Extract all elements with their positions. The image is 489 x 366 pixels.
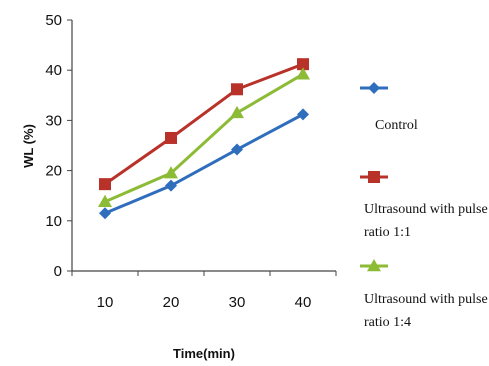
legend-swatch-marker xyxy=(368,82,380,94)
series-line xyxy=(104,72,304,204)
series-line xyxy=(104,113,304,215)
y-tick-label: 0 xyxy=(54,263,62,280)
y-tick-label: 10 xyxy=(45,213,62,230)
data-point xyxy=(297,108,309,121)
legend-item: Ultrasound with pulse ratio 1:4 xyxy=(360,259,488,330)
data-point xyxy=(99,178,111,191)
series-1 xyxy=(99,108,309,220)
x-tick-label: 40 xyxy=(295,294,312,311)
y-tick-label: 30 xyxy=(45,112,62,129)
data-point xyxy=(98,194,112,207)
y-tick-label: 20 xyxy=(45,163,62,180)
legend-label: ratio 1:1 xyxy=(364,225,411,240)
series-line xyxy=(104,62,304,186)
y-axis-title: WL (%) xyxy=(21,124,36,168)
y-tick-label: 50 xyxy=(45,12,62,29)
x-tick-label: 10 xyxy=(97,294,114,311)
legend-label: Ultrasound with pulse xyxy=(364,292,488,307)
y-ticks: 0 10 20 30 40 50 xyxy=(45,12,72,280)
x-tick-label: 20 xyxy=(163,294,180,311)
data-point xyxy=(231,83,243,96)
legend-label: Control xyxy=(375,118,418,133)
x-ticks: 10 20 30 40 xyxy=(71,271,337,311)
data-point xyxy=(99,207,111,220)
series-group xyxy=(98,58,310,220)
data-point xyxy=(296,67,310,80)
data-point xyxy=(165,131,177,144)
x-axis-title: Time(min) xyxy=(173,346,235,361)
x-tick-label: 30 xyxy=(229,294,246,311)
legend-label: Ultrasound with pulse xyxy=(364,202,488,217)
legend-swatch-marker xyxy=(367,259,381,272)
data-point xyxy=(164,166,178,179)
data-point xyxy=(297,58,309,71)
legend-item: Ultrasound with pulse ratio 1:1 xyxy=(360,171,488,240)
data-point xyxy=(230,105,244,119)
legend-label: ratio 1:4 xyxy=(364,315,411,330)
legend-swatch-marker xyxy=(368,171,380,183)
axes xyxy=(71,20,336,272)
data-point xyxy=(231,143,243,156)
series-2 xyxy=(99,58,309,191)
series-3 xyxy=(98,67,310,207)
legend-item: Control xyxy=(360,82,418,133)
y-tick-label: 40 xyxy=(45,62,62,79)
data-point xyxy=(165,179,177,192)
